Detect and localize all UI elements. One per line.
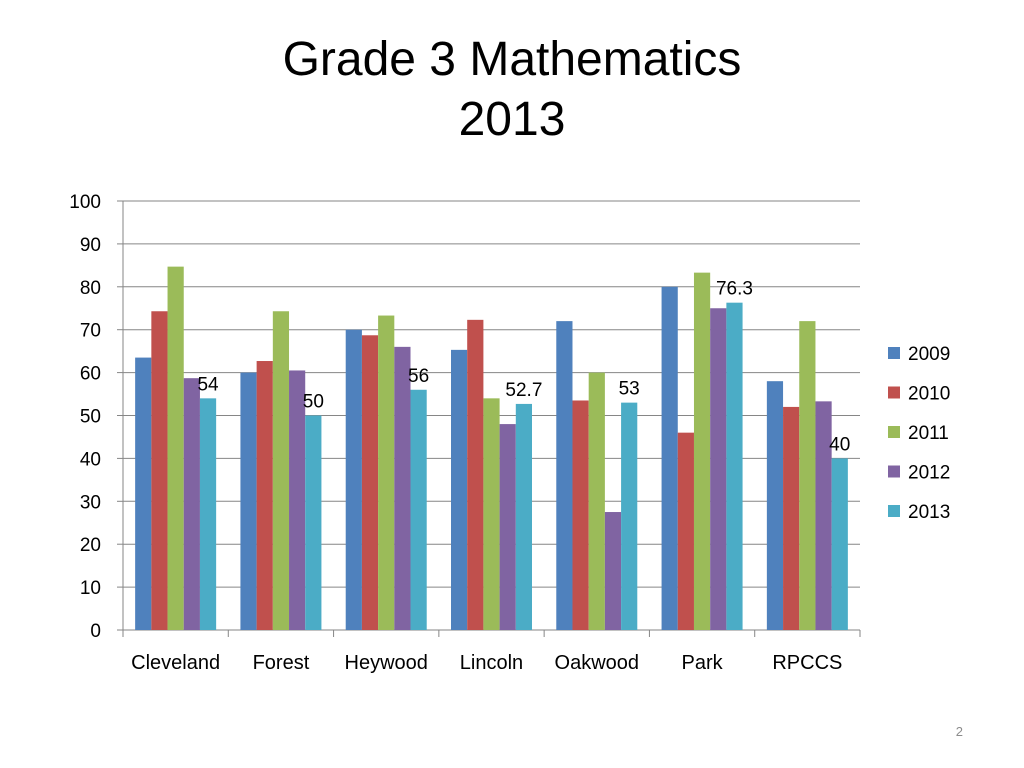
legend-swatch — [888, 386, 900, 399]
y-tick-label: 10 — [80, 578, 101, 599]
data-label: 76.3 — [716, 279, 753, 300]
data-label: 52.7 — [505, 380, 542, 401]
title-line-2: 2013 — [458, 93, 566, 146]
bar-2010 — [783, 406, 800, 630]
bar-2013 — [831, 458, 848, 630]
bar-2011 — [483, 398, 500, 630]
data-label: 40 — [829, 434, 850, 455]
bar-2011 — [588, 372, 605, 630]
bar-2009 — [135, 357, 152, 630]
bar-2011 — [799, 321, 816, 630]
data-label: 56 — [408, 366, 429, 387]
category-label: RPCCS — [772, 652, 842, 674]
bar-2009 — [345, 329, 362, 630]
category-label: Lincoln — [460, 652, 523, 674]
y-tick-label: 40 — [80, 449, 101, 470]
legend-swatch — [888, 505, 900, 517]
bar-2010 — [151, 311, 168, 630]
bar-2011 — [693, 272, 711, 630]
legend-label: 2009 — [908, 344, 950, 365]
bar-2010 — [361, 335, 379, 630]
bar-2010 — [467, 319, 484, 630]
bar-2012 — [499, 424, 516, 630]
category-label: Heywood — [345, 652, 428, 674]
bar-2009 — [240, 372, 257, 630]
y-tick-label: 30 — [80, 492, 101, 513]
data-label: 54 — [197, 374, 219, 395]
y-tick-label: 50 — [80, 407, 101, 428]
bar-2013 — [726, 302, 743, 630]
bar-2013 — [515, 403, 532, 630]
category-label: Oakwood — [555, 652, 640, 674]
y-tick-label: 80 — [80, 278, 101, 299]
y-tick-label: 0 — [90, 621, 101, 642]
data-label: 50 — [303, 392, 324, 413]
legend-label: 2012 — [908, 463, 950, 484]
bar-2012 — [815, 401, 832, 630]
bar-2012 — [604, 512, 622, 630]
bar-2009 — [556, 321, 573, 630]
data-label: 53 — [619, 379, 640, 400]
bar-2013 — [199, 398, 217, 630]
bar-2010 — [256, 361, 273, 630]
category-label: Forest — [253, 652, 310, 674]
bar-2012 — [289, 370, 306, 630]
bar-2009 — [766, 381, 784, 630]
bar-2011 — [378, 315, 395, 630]
bar-2009 — [661, 286, 678, 630]
bar-2013 — [305, 415, 322, 630]
legend-swatch — [888, 465, 900, 478]
bar-2012 — [710, 308, 727, 630]
bar-2009 — [451, 349, 468, 630]
bar-2011 — [167, 266, 184, 630]
category-label: Cleveland — [131, 652, 220, 674]
title-line-1: Grade 3 Mathematics — [282, 33, 742, 86]
y-tick-label: 60 — [80, 364, 101, 385]
bar-2013 — [621, 402, 638, 630]
bar-2012 — [394, 346, 411, 630]
legend-label: 2011 — [908, 423, 949, 444]
category-label: Park — [682, 652, 724, 674]
y-tick-label: 20 — [80, 535, 101, 556]
y-tick-label: 100 — [69, 192, 101, 213]
slide-title: Grade 3 Mathematics 2013 — [0, 30, 1024, 150]
bar-2011 — [272, 311, 290, 630]
bar-2010 — [572, 400, 589, 630]
bar-2013 — [410, 389, 427, 630]
bar-2012 — [183, 378, 200, 630]
legend-swatch — [888, 426, 900, 438]
legend-label: 2013 — [908, 502, 950, 523]
slide-number: 2 — [955, 724, 963, 739]
y-tick-label: 70 — [80, 321, 101, 342]
bar-2010 — [677, 432, 694, 630]
legend-label: 2010 — [908, 384, 950, 405]
legend-swatch — [888, 347, 900, 359]
y-tick-label: 90 — [80, 235, 101, 256]
